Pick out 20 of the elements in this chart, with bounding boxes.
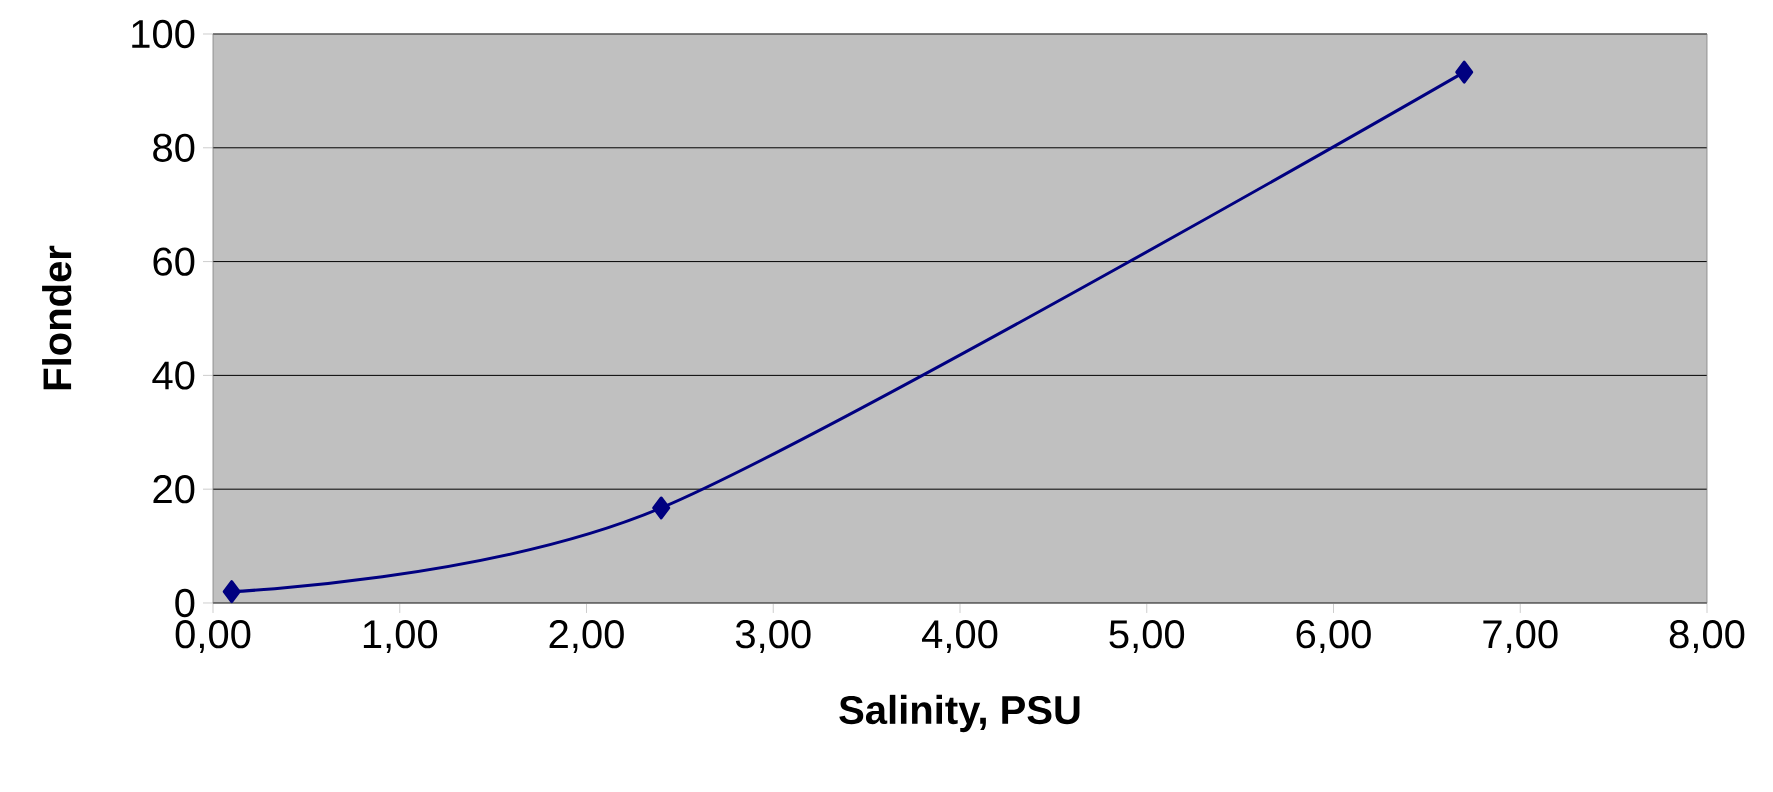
- y-tick-label: 100: [132, 19, 195, 49]
- y-tick-label: 20: [153, 475, 195, 504]
- x-tick-label: 6,00: [1296, 620, 1371, 654]
- y-tick-label: 40: [152, 361, 195, 390]
- x-tick-label: 7,00: [1483, 620, 1558, 654]
- point: [652, 496, 671, 520]
- x-axis-title: Salinity, PSU: [839, 694, 1080, 733]
- x-tick-label: 8,00: [1669, 620, 1745, 654]
- y-tick-label: 60: [153, 247, 195, 276]
- point: [222, 580, 241, 604]
- y-tick-label: 80: [153, 133, 195, 162]
- x-tick-label: 2,00: [549, 620, 624, 654]
- x-tick-label: 1,00: [363, 620, 438, 654]
- x-tick-label: 4,00: [921, 620, 998, 654]
- y-tick-label: 0: [175, 588, 195, 618]
- x-tick-label: 5,00: [1109, 620, 1185, 654]
- y-axis-title: Flonder: [42, 245, 72, 390]
- x-tick-label: 3,00: [735, 620, 811, 654]
- x-tick-label: 0,00: [175, 620, 251, 654]
- point: [1455, 60, 1474, 84]
